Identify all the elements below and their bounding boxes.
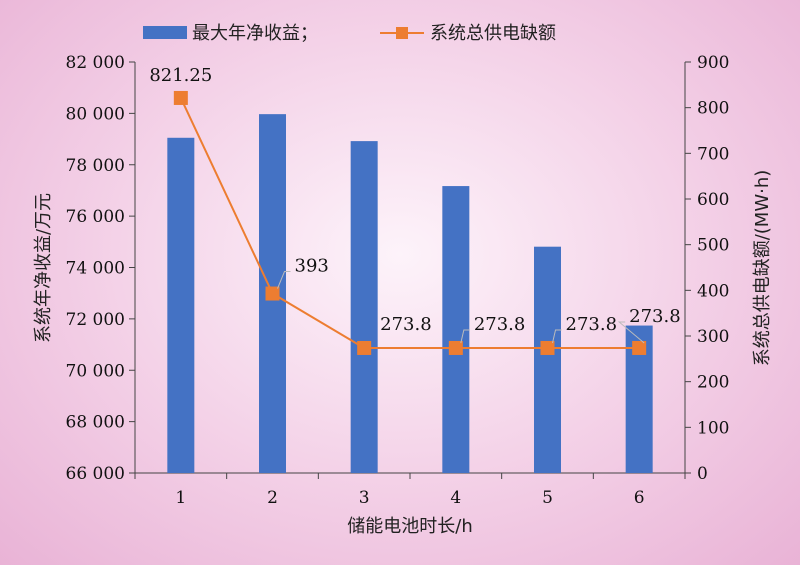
label-leader-line <box>617 321 645 344</box>
right-tick-label: 400 <box>697 281 729 301</box>
left-tick-label: 68 000 <box>66 413 125 433</box>
data-label: 393 <box>295 256 329 277</box>
line-marker <box>265 286 280 301</box>
label-leader-line <box>460 329 470 344</box>
data-label: 273.8 <box>629 306 681 327</box>
label-leader-line <box>277 271 291 289</box>
x-tick-label: 1 <box>175 488 186 508</box>
left-tick-label: 78 000 <box>66 156 125 176</box>
left-tick-label: 72 000 <box>66 310 125 330</box>
axes <box>134 62 686 474</box>
legend: 最大年净收益； 系统总供电缺额 <box>143 23 556 44</box>
right-axis-title: 系统总供电缺额/(MW·h) <box>752 170 773 367</box>
data-label: 273.8 <box>380 314 432 335</box>
line-marker <box>448 340 463 355</box>
x-tick-label: 3 <box>359 488 370 508</box>
left-axis-title: 系统年净收益/万元 <box>33 193 54 343</box>
left-tick-label: 70 000 <box>66 361 125 381</box>
line-series <box>173 90 647 355</box>
legend-swatch-marker <box>396 27 408 39</box>
right-tick-label: 900 <box>697 53 729 73</box>
right-tick-label: 800 <box>697 99 729 119</box>
right-tick-label: 0 <box>697 464 708 484</box>
x-tick-label: 6 <box>634 488 645 508</box>
right-axis-ticks: 0 100 200 300 400 500 600 700 800 900 <box>685 53 729 484</box>
line-marker <box>632 340 647 355</box>
right-tick-label: 200 <box>697 373 729 393</box>
data-label: 821.25 <box>149 65 212 86</box>
legend-label-bar: 最大年净收益； <box>192 23 318 44</box>
left-tick-label: 74 000 <box>66 259 125 279</box>
right-tick-label: 600 <box>697 190 729 210</box>
left-tick-label: 80 000 <box>66 104 125 124</box>
x-axis-ticks: 1 2 3 4 5 6 <box>134 473 686 508</box>
right-tick-label: 300 <box>697 327 729 347</box>
data-label: 273.8 <box>566 314 618 335</box>
right-tick-label: 100 <box>697 418 729 438</box>
left-tick-label: 82 000 <box>66 53 125 73</box>
series-line <box>179 97 640 349</box>
x-tick-label: 5 <box>542 488 553 508</box>
bar-series <box>167 114 653 473</box>
left-tick-label: 76 000 <box>66 207 125 227</box>
data-label: 273.8 <box>474 314 526 335</box>
x-tick-label: 2 <box>267 488 278 508</box>
legend-swatch-bar <box>143 26 187 39</box>
bar <box>167 137 195 473</box>
label-leader-line <box>552 329 562 344</box>
line-marker <box>357 340 372 355</box>
line-marker <box>540 340 555 355</box>
data-labels: 821.25 393 273.8 273.8 273.8 273.8 <box>149 65 681 344</box>
x-tick-label: 4 <box>450 488 461 508</box>
legend-label-line: 系统总供电缺额 <box>430 23 556 44</box>
right-tick-label: 700 <box>697 144 729 164</box>
left-tick-label: 66 000 <box>66 464 125 484</box>
right-tick-label: 500 <box>697 236 729 256</box>
bar <box>534 246 561 473</box>
left-axis-ticks: 66 000 68 000 70 000 72 000 74 000 76 000 78 0… <box>66 53 135 484</box>
x-axis-title: 储能电池时长/h <box>347 516 472 537</box>
line-marker <box>173 90 188 105</box>
bar <box>350 141 378 473</box>
